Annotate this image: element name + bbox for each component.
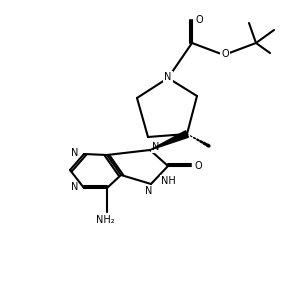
Text: O: O [194,161,202,171]
Text: O: O [195,15,203,25]
Text: N: N [145,186,153,196]
Polygon shape [150,131,188,150]
Text: N: N [164,72,172,82]
Text: NH₂: NH₂ [96,215,114,225]
Text: O: O [221,49,229,59]
Text: N: N [71,182,79,192]
Text: N: N [71,148,79,158]
Text: N: N [152,142,160,152]
Text: NH: NH [161,176,175,186]
